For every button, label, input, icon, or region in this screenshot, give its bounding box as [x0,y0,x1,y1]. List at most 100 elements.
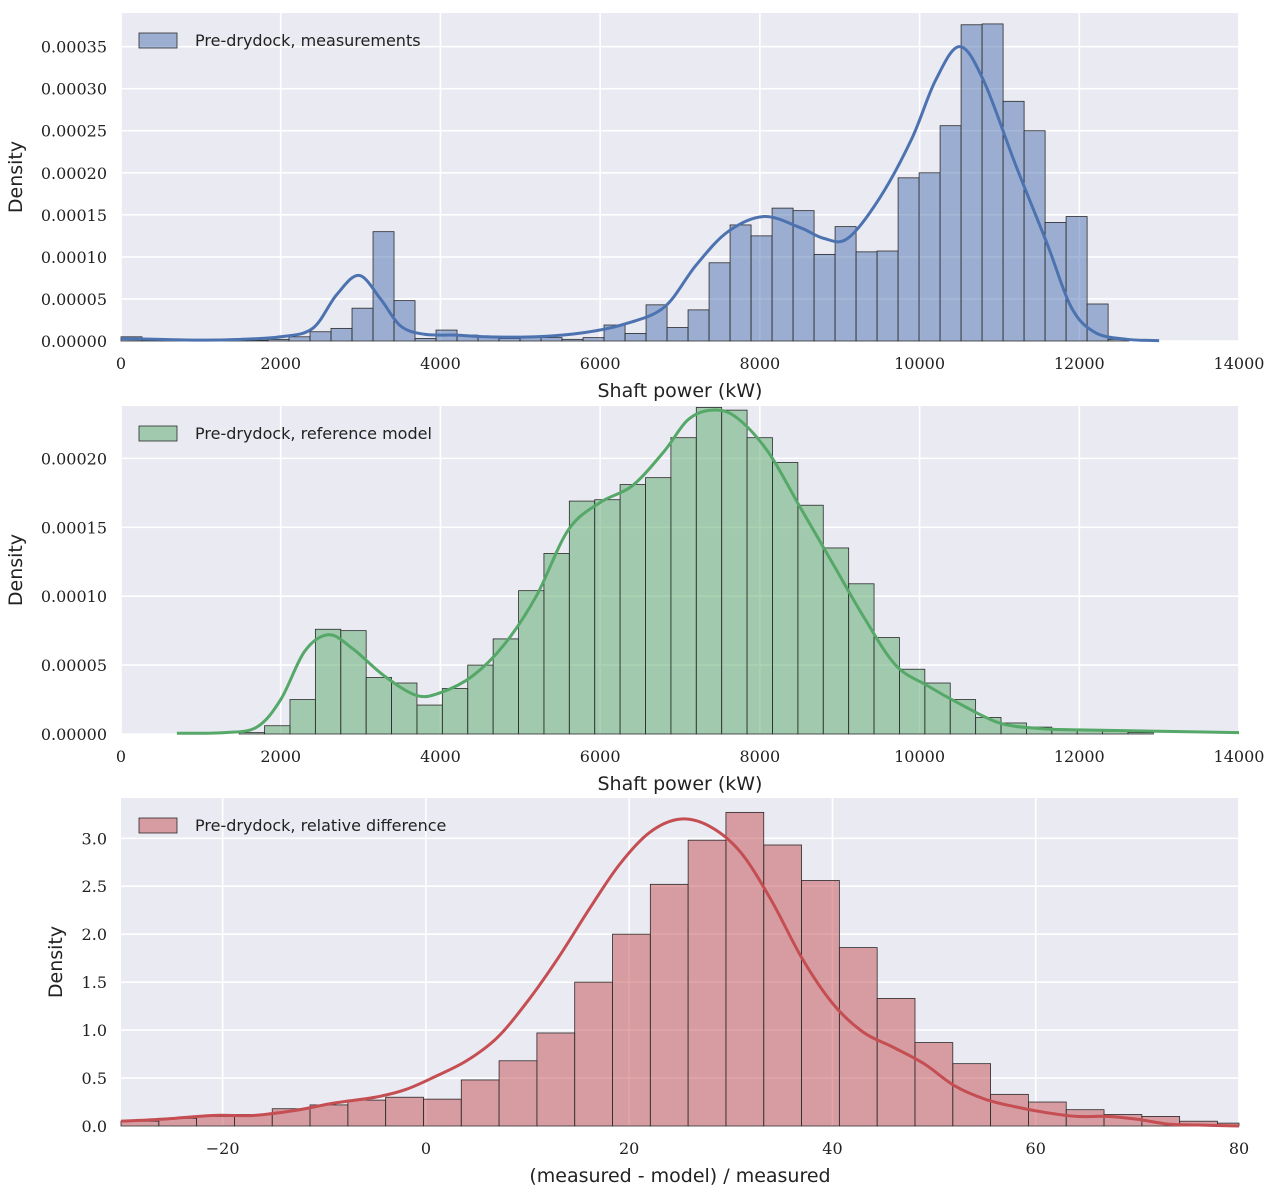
x-tick-label: 14000 [1214,354,1265,373]
y-tick-label: 0.00030 [41,80,107,99]
histogram-bar [1127,732,1154,735]
y-tick-label: 1.5 [82,973,107,992]
histogram-bar [612,933,651,1127]
x-tick-label: 40 [822,1139,842,1158]
histogram-bar [855,251,878,342]
histogram-bar [619,484,646,735]
x-tick-label: 0 [421,1139,431,1158]
kde-line [120,817,1240,1128]
histogram-bar [822,547,850,735]
histogram-bar [763,844,802,1127]
histogram-bar [939,125,962,342]
histogram-bar [624,333,647,342]
legend-label: Pre-drydock, reference model [195,424,432,443]
histogram-bar [423,1098,462,1127]
histogram-bar [391,682,418,735]
legend-swatch [138,32,178,49]
histogram-bar [645,477,672,735]
histogram-bar [289,699,316,735]
chart-panel-relative-difference: 0.0 0.5 1.0 1.5 2.0 2.5 3.0 −20 0 20 40 60 80 (measur… [45,798,1249,1187]
x-tick-label: 6000 [580,747,621,766]
y-tick-label: 3.0 [82,829,107,848]
histogram-bar [772,462,799,735]
histogram-bar [695,406,723,735]
x-tick-label: 2000 [260,354,301,373]
histogram-bar [899,668,926,735]
x-tick-label: 10000 [894,747,945,766]
histogram-bar [314,628,342,735]
x-axis-title: Shaft power (kW) [598,773,763,795]
x-tick-label: 12000 [1054,747,1105,766]
y-tick-label: 1.0 [82,1021,107,1040]
histogram-bar [498,338,521,342]
y-tick-label: 0.00005 [41,290,107,309]
legend: Pre-drydock, reference model [138,424,432,443]
legend: Pre-drydock, measurements [138,31,421,50]
histogram-bars [238,406,1154,735]
histogram-bar [372,231,395,342]
histogram-bar [441,688,469,735]
histogram-bar [1065,216,1088,342]
legend-swatch [138,425,178,442]
histogram-bar [750,235,773,342]
histogram-bar [771,207,794,342]
y-tick-label: 2.5 [82,877,107,896]
x-tick-label: 0 [116,354,126,373]
x-tick-label: 4000 [420,354,461,373]
histogram-bar [897,177,920,342]
histogram-bar [594,499,621,735]
histogram-bar [574,981,613,1127]
histogram-bar [518,590,545,735]
y-tick-label: 0.00025 [41,122,107,141]
x-tick-label: 14000 [1214,747,1265,766]
histogram-bar [834,226,857,342]
histogram-bar [876,998,916,1127]
histogram-bar [990,1093,1029,1127]
legend-label: Pre-drydock, relative difference [195,816,446,835]
y-tick-label: 0.00010 [41,587,107,606]
histogram-bar [536,1032,576,1127]
y-tick-label: 0.00020 [41,164,107,183]
legend-label: Pre-drydock, measurements [195,31,421,50]
y-tick-label: 0.00020 [41,449,107,468]
legend-swatch [138,817,178,834]
histogram-bar [914,1042,954,1127]
histogram-bar [649,883,689,1127]
histogram-bar [561,338,584,342]
histogram-bar [1044,222,1067,342]
x-tick-label: 8000 [739,747,780,766]
histogram-bars [120,811,1240,1127]
histogram-bar [267,338,290,342]
y-tick-label: 0.00035 [41,38,107,57]
histogram-bar [670,437,697,735]
x-tick-label: −20 [206,1139,240,1158]
histogram-bar [365,677,392,735]
y-tick-label: 0.00015 [41,518,107,537]
x-tick-label: 6000 [580,354,621,373]
x-tick-label: 4000 [420,747,461,766]
y-tick-label: 0.00010 [41,248,107,267]
legend: Pre-drydock, relative difference [138,816,446,835]
histogram-bar [543,553,570,735]
histogram-bar [351,307,374,342]
y-tick-label: 0.00015 [41,206,107,225]
y-tick-label: 2.0 [82,925,107,944]
histogram-bar [813,253,836,342]
histogram-bar [721,409,748,735]
y-axis-title: Density [5,141,27,213]
histogram-bar [582,337,605,342]
histogram-bar [918,172,941,342]
x-tick-label: 20 [619,1139,639,1158]
chart-panel-reference-model: 0.00000 0.00005 0.00010 0.00015 0.00020 0 2000… [5,406,1264,795]
histogram-bar [414,338,437,342]
x-tick-label: 8000 [739,354,780,373]
histogram-bar [666,327,689,342]
histogram-bar [540,337,563,342]
y-tick-label: 0.0 [82,1117,107,1136]
x-axis-title: (measured - model) / measured [529,1165,830,1187]
x-tick-label: 0 [116,747,126,766]
y-tick-label: 0.00000 [41,332,107,351]
histogram-bar [848,583,875,735]
histogram-bar [1023,130,1046,342]
